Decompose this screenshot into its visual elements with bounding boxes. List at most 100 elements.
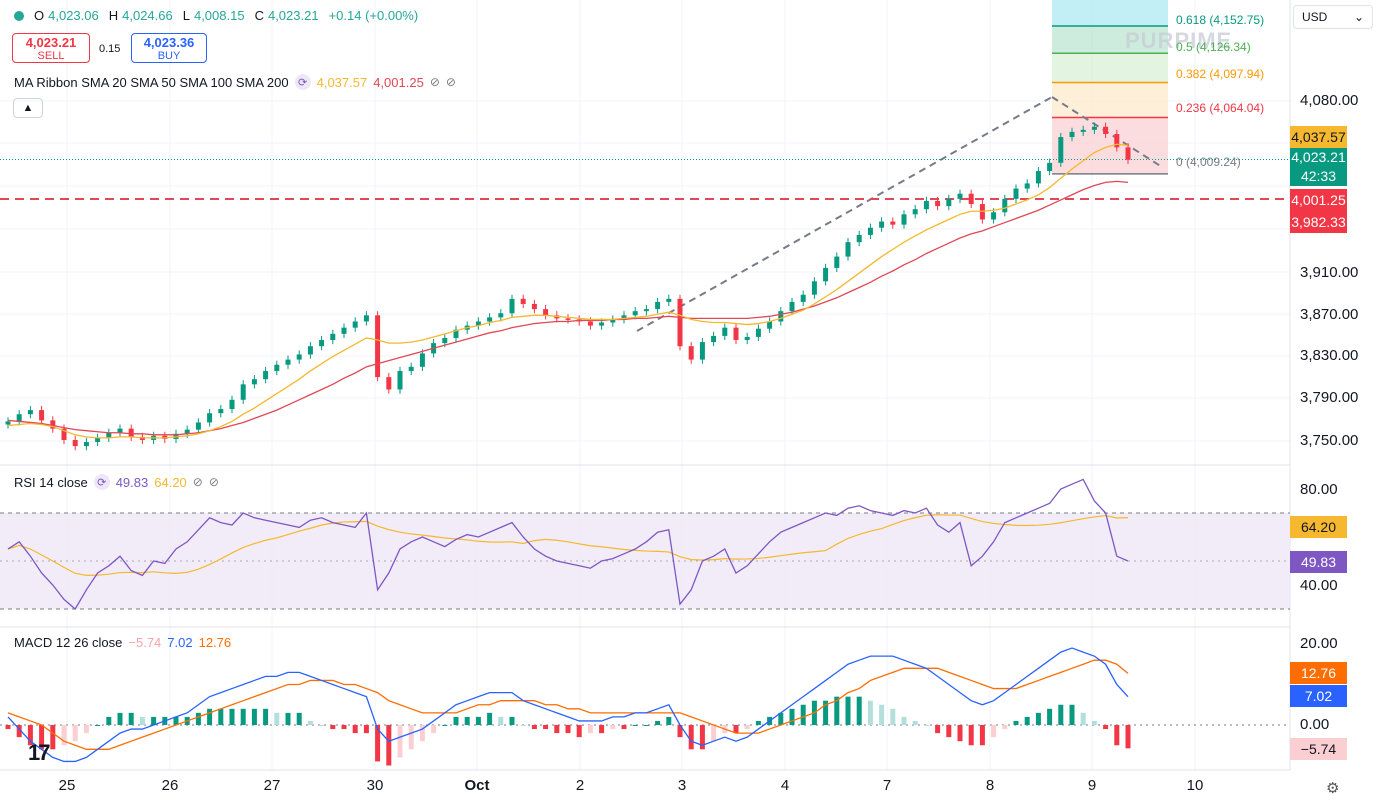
macd-histogram-bar: [711, 725, 717, 742]
candle-body: [319, 340, 325, 347]
candle-body: [128, 428, 134, 437]
rsi-axis-label: 40.00: [1300, 577, 1338, 594]
candle-body: [520, 298, 526, 304]
sell-button[interactable]: 4,023.21 SELL: [12, 33, 90, 63]
candle-body: [968, 193, 974, 205]
candle-body: [453, 329, 459, 338]
macd-histogram-bar: [27, 725, 33, 746]
fib-zone: [1052, 0, 1168, 27]
candle-body: [352, 321, 358, 328]
macd-histogram-bar: [39, 725, 45, 750]
candle-body: [509, 298, 515, 314]
macd-histogram-bar: [834, 696, 840, 725]
macd-histogram-bar: [655, 720, 661, 725]
macd-histogram-bar: [240, 708, 246, 725]
candle-body: [778, 311, 784, 322]
macd-histogram-bar: [901, 716, 907, 725]
hide-icon[interactable]: ⊘: [192, 475, 203, 489]
macd-histogram-bar: [531, 725, 537, 730]
macd-histogram-bar: [307, 720, 313, 725]
candle-body: [677, 298, 683, 347]
candle-body: [666, 298, 672, 302]
tradingview-logo[interactable]: 17: [28, 740, 51, 765]
candle-body: [834, 256, 840, 268]
price-axis-label: 3,870.00: [1300, 306, 1359, 323]
candle-body: [240, 384, 246, 400]
time-axis-label: 8: [985, 777, 995, 794]
candle-body: [867, 227, 873, 235]
candle-body: [1058, 137, 1064, 163]
time-axis-label: Oct: [464, 777, 490, 794]
candle-body: [935, 200, 941, 207]
macd-histogram-bar: [151, 716, 157, 725]
candle-body: [1080, 129, 1086, 132]
macd-histogram-bar: [1069, 704, 1075, 725]
change-value: +0.14 (+0.00%): [328, 8, 419, 23]
macd-histogram-bar: [1047, 708, 1053, 725]
price-axis-label: 4,080.00: [1300, 92, 1359, 109]
time-axis-label: 7: [882, 777, 892, 794]
candle-body: [184, 429, 190, 434]
chevron-up-icon: ▲: [22, 102, 34, 114]
candle-body: [800, 294, 806, 302]
macd-line-value: 7.02: [167, 635, 193, 650]
buy-button[interactable]: 4,023.36 BUY: [131, 33, 207, 63]
candle-body: [1103, 126, 1109, 134]
candle-body: [946, 198, 952, 207]
candle-body: [789, 301, 795, 312]
macd-histogram-bar: [431, 725, 437, 734]
rsi-ma-value: 64.20: [154, 474, 187, 490]
macd-histogram-bar: [487, 712, 493, 725]
candle-body: [50, 420, 56, 429]
macd-histogram-bar: [554, 725, 560, 734]
macd-label: MACD 12 26 close: [14, 635, 123, 650]
indicator-settings-icon[interactable]: ⟳: [294, 74, 311, 90]
macd-histogram-bar: [16, 725, 22, 738]
hide-icon[interactable]: ⊘: [208, 475, 219, 489]
ma-ribbon-legend[interactable]: MA Ribbon SMA 20 SMA 50 SMA 100 SMA 200 …: [14, 74, 456, 90]
candle-body: [643, 309, 649, 312]
candle-body: [587, 321, 593, 326]
macd-histogram-bar: [968, 725, 974, 746]
open-label: O: [34, 8, 45, 23]
candle-body: [1047, 162, 1053, 172]
last-price-tag: 4,023.21 42:33: [1290, 148, 1347, 186]
candle-body: [901, 214, 907, 225]
macd-histogram-bar: [330, 725, 336, 730]
rsi-legend[interactable]: RSI 14 close ⟳ 49.83 64.20 ⊘ ⊘: [14, 474, 219, 490]
indicator-settings-icon[interactable]: ⟳: [93, 474, 110, 490]
macd-histogram-bar: [1024, 716, 1030, 725]
macd-histogram-bar: [397, 725, 403, 758]
candle-body: [39, 410, 45, 421]
candle-body: [879, 221, 885, 228]
rsi-ma-line: [7, 514, 1129, 577]
chart-settings-icon[interactable]: ⚙: [1326, 780, 1340, 797]
macd-histogram-bar: [789, 708, 795, 725]
macd-histogram-bar: [1103, 725, 1109, 730]
macd-signal-tag: 12.76: [1290, 662, 1347, 684]
ma-ribbon-value-1: 4,037.57: [316, 74, 368, 90]
price-axis-label: 3,790.00: [1300, 389, 1359, 406]
bar-countdown: 42:33: [1300, 168, 1337, 184]
hidden-price-tag: 3,982.33: [1290, 211, 1347, 233]
macd-hist-value: −5.74: [128, 635, 162, 650]
candle-body: [397, 370, 403, 390]
macd-histogram-bar: [1035, 712, 1041, 725]
macd-histogram-bar: [442, 725, 448, 726]
macd-line-tag: 7.02: [1290, 685, 1347, 707]
macd-histogram-bar: [475, 716, 481, 725]
hide-icon[interactable]: ⊘: [429, 75, 440, 89]
macd-legend[interactable]: MACD 12 26 close −5.74 7.02 12.76: [14, 635, 231, 650]
macd-histogram-bar: [599, 725, 605, 734]
hide-icon[interactable]: ⊘: [445, 75, 456, 89]
collapse-legend-button[interactable]: ▲: [13, 98, 43, 118]
candle-body: [375, 315, 381, 378]
macd-histogram-bar: [879, 704, 885, 725]
spread-value: 0.15: [99, 43, 121, 55]
candle-body: [711, 335, 717, 343]
currency-select[interactable]: USD ⌄: [1293, 5, 1373, 29]
candle-body: [621, 315, 627, 320]
rsi-label: RSI 14 close: [14, 474, 88, 490]
macd-axis-label: 0.00: [1300, 716, 1330, 733]
